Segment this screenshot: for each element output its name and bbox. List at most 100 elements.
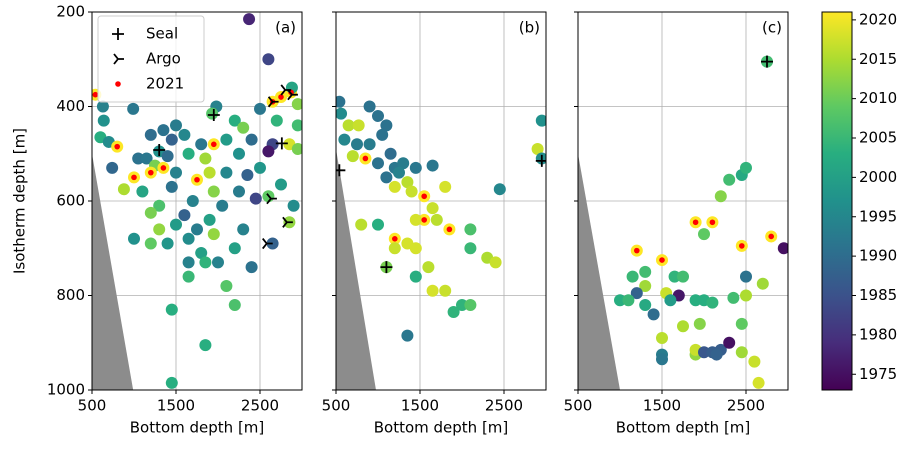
- data-point: [464, 223, 477, 236]
- seal-marker: [207, 109, 220, 122]
- data-point: [228, 242, 241, 255]
- data-point: [401, 176, 414, 189]
- y-tick-label: 200: [56, 3, 85, 21]
- legend-marker: [113, 53, 124, 65]
- data-point: [388, 242, 401, 255]
- data-point: [710, 348, 723, 361]
- data-point: [426, 202, 439, 215]
- data-point: [351, 138, 363, 151]
- data-point: [735, 346, 748, 359]
- data-point: [270, 114, 283, 127]
- data-point: [393, 166, 405, 179]
- data-point: [153, 223, 166, 236]
- data-point: [740, 289, 752, 302]
- data-point: [531, 143, 544, 156]
- data-point: [338, 133, 351, 146]
- data-point: [698, 228, 710, 241]
- plot-area: [578, 12, 788, 390]
- data-point: [656, 353, 668, 366]
- data-point: [165, 303, 178, 316]
- data-point: [182, 270, 195, 283]
- colorbar-tick-label: 2000: [859, 168, 897, 186]
- data-point: [388, 180, 401, 193]
- data-point: [384, 147, 397, 160]
- data-point: [228, 298, 241, 311]
- x-tick-label: 2500: [727, 397, 765, 415]
- highlight-dot: [160, 165, 167, 171]
- data-point: [397, 157, 410, 170]
- data-point: [199, 339, 212, 352]
- data-point: [698, 346, 710, 359]
- colorbar-tick-label: 1975: [859, 365, 897, 383]
- data-point: [352, 119, 365, 132]
- data-point: [456, 298, 468, 311]
- data-point: [191, 223, 203, 236]
- data-point: [626, 270, 639, 283]
- data-point: [735, 317, 748, 330]
- data-point: [409, 213, 422, 226]
- data-point: [206, 107, 219, 120]
- data-point: [237, 121, 250, 134]
- data-point: [748, 355, 761, 368]
- data-point: [740, 270, 752, 283]
- data-point: [777, 242, 788, 255]
- colorbar: [821, 11, 853, 391]
- data-point: [144, 128, 157, 141]
- panel-label: (b): [519, 19, 540, 37]
- data-point: [336, 95, 346, 108]
- seal-marker: [761, 55, 773, 68]
- data-point: [647, 308, 660, 321]
- data-point: [664, 294, 677, 307]
- data-point: [182, 232, 195, 245]
- colorbar-tick-label: 2020: [859, 10, 897, 28]
- legend-label: Argo: [146, 50, 181, 68]
- data-point: [489, 256, 502, 269]
- data-point: [689, 294, 702, 307]
- data-point: [233, 147, 245, 160]
- data-point: [220, 166, 233, 179]
- data-point: [245, 133, 258, 146]
- data-point: [254, 102, 266, 115]
- data-point: [144, 206, 157, 219]
- data-point: [464, 298, 477, 311]
- data-point: [439, 284, 452, 297]
- data-point: [207, 185, 220, 198]
- data-point: [262, 53, 275, 66]
- colorbar-tick-label: 1985: [859, 286, 897, 304]
- plot-area: [92, 12, 302, 390]
- data-point: [668, 270, 681, 283]
- y-tick-label: 800: [56, 286, 85, 304]
- data-point: [422, 261, 435, 274]
- y-tick-label: 1000: [47, 381, 85, 399]
- y-axis-label: Isotherm depth [m]: [11, 128, 29, 274]
- colorbar-tick-label: 1980: [859, 325, 897, 343]
- data-point: [212, 256, 224, 269]
- data-point: [157, 124, 170, 137]
- seal-marker: [380, 261, 393, 274]
- highlight-dot: [194, 176, 200, 183]
- data-point: [380, 171, 393, 184]
- data-point: [199, 256, 212, 269]
- colorbar-tick-label: 1990: [859, 247, 897, 265]
- seal-marker: [153, 143, 166, 156]
- data-point: [376, 128, 389, 141]
- data-point: [727, 291, 740, 304]
- highlight-dot: [148, 169, 154, 176]
- highlight-dot: [709, 219, 716, 226]
- slope-shade: [92, 153, 134, 390]
- data-point: [723, 336, 736, 349]
- data-point: [372, 218, 384, 231]
- highlight-dot: [739, 243, 745, 249]
- data-point: [220, 280, 233, 293]
- data-point: [207, 228, 220, 241]
- data-point: [106, 161, 119, 174]
- data-point: [639, 280, 652, 293]
- data-point: [693, 317, 706, 330]
- data-point: [336, 107, 348, 120]
- colorbar-tick-label: 2010: [859, 89, 897, 107]
- legend-label: Seal: [146, 25, 178, 43]
- argo-marker: [266, 193, 277, 205]
- data-point: [401, 329, 414, 342]
- data-point: [165, 133, 178, 146]
